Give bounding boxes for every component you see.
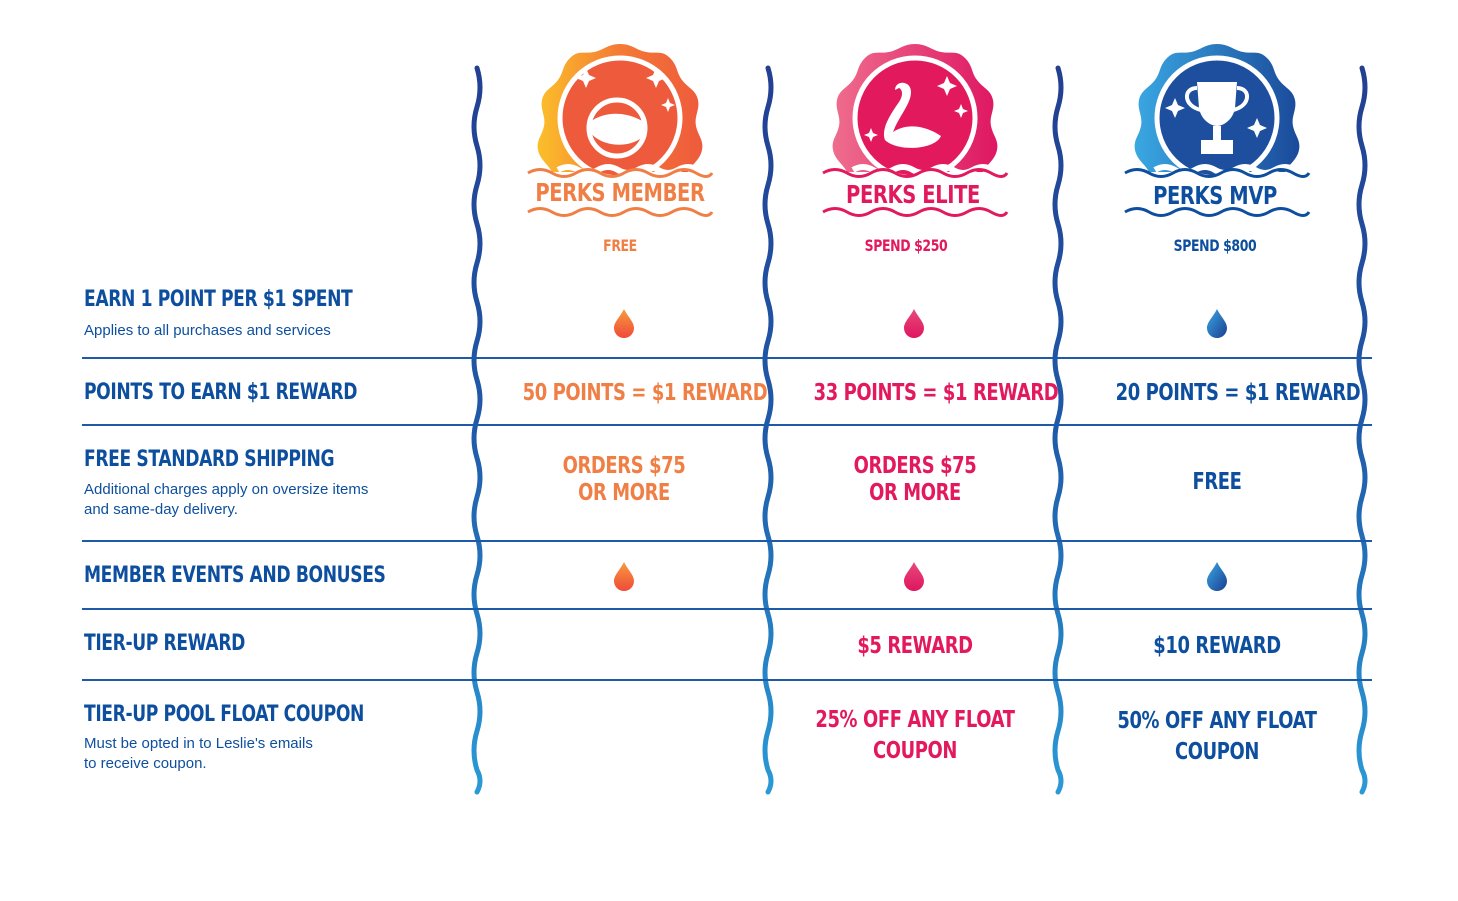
wavy-divider-line [471, 65, 483, 795]
wavy-divider-line [762, 65, 774, 795]
points-cell-mvp: 20 POINTS = $1 REWARD [1115, 380, 1361, 406]
water-drop-icon [1207, 562, 1227, 591]
wavy-divider-line [1052, 65, 1064, 795]
water-drop-icon [904, 562, 924, 591]
row-subtitle-shipping-line2: and same-day delivery. [84, 501, 238, 518]
water-drop-icon [1207, 309, 1227, 338]
row-title-tier-up-reward: TIER-UP REWARD [84, 631, 246, 656]
tier-name-elite: PERKS ELITE [846, 180, 980, 209]
tier-name-member: PERKS MEMBER [518, 178, 722, 207]
tierup-cell-mvp: $10 REWARD [1153, 633, 1281, 659]
water-drop-icon [904, 309, 924, 338]
row-divider [82, 357, 1372, 359]
row-title-shipping: FREE STANDARD SHIPPING [84, 447, 335, 472]
points-cell-elite: 33 POINTS = $1 REWARD [813, 380, 1059, 406]
coupon-cell-mvp-line2: COUPON [1174, 739, 1260, 765]
coupon-cell-elite-line2: COUPON [872, 738, 958, 764]
tier-spend-elite: SPEND $250 [864, 236, 948, 255]
shipping-cell-mvp: FREE [1192, 469, 1242, 495]
shipping-cell-elite-line1: ORDERS $75 [853, 453, 977, 479]
perks-elite-badge [822, 44, 1009, 217]
water-drop-icon [614, 309, 634, 338]
row-title-float-coupon: TIER-UP POOL FLOAT COUPON [84, 702, 364, 727]
tier-spend-mvp: SPEND $800 [1173, 236, 1257, 255]
shipping-cell-member-line2: OR MORE [578, 480, 670, 506]
coupon-cell-elite-line1: 25% OFF ANY FLOAT [815, 707, 1015, 733]
row-title-points-to-reward: POINTS TO EARN $1 REWARD [84, 380, 358, 405]
row-title-member-events: MEMBER EVENTS AND BONUSES [84, 563, 386, 588]
row-divider [82, 679, 1372, 681]
row-divider [82, 540, 1372, 542]
tierup-cell-elite: $5 REWARD [857, 633, 973, 659]
perks-member-badge [527, 44, 714, 217]
row-subtitle-earn-points: Applies to all purchases and services [84, 322, 331, 339]
row-subtitle-coupon-line1: Must be opted in to Leslie's emails [84, 735, 313, 752]
perks-mvp-badge [1124, 44, 1311, 217]
row-divider [82, 424, 1372, 426]
tier-name-mvp: PERKS MVP [1153, 181, 1277, 210]
row-title-earn-points: EARN 1 POINT PER $1 SPENT [84, 287, 353, 312]
coupon-cell-mvp-line1: 50% OFF ANY FLOAT [1117, 708, 1317, 734]
tier-spend-member: FREE [603, 236, 637, 255]
shipping-cell-member-line1: ORDERS $75 [562, 453, 686, 479]
row-divider [82, 608, 1372, 610]
wavy-divider-line [1356, 65, 1368, 795]
water-drop-icon [614, 562, 634, 591]
row-subtitle-coupon-line2: to receive coupon. [84, 755, 207, 772]
row-subtitle-shipping-line1: Additional charges apply on oversize ite… [84, 481, 369, 498]
points-cell-member: 50 POINTS = $1 REWARD [522, 380, 768, 406]
shipping-cell-elite-line2: OR MORE [869, 480, 961, 506]
